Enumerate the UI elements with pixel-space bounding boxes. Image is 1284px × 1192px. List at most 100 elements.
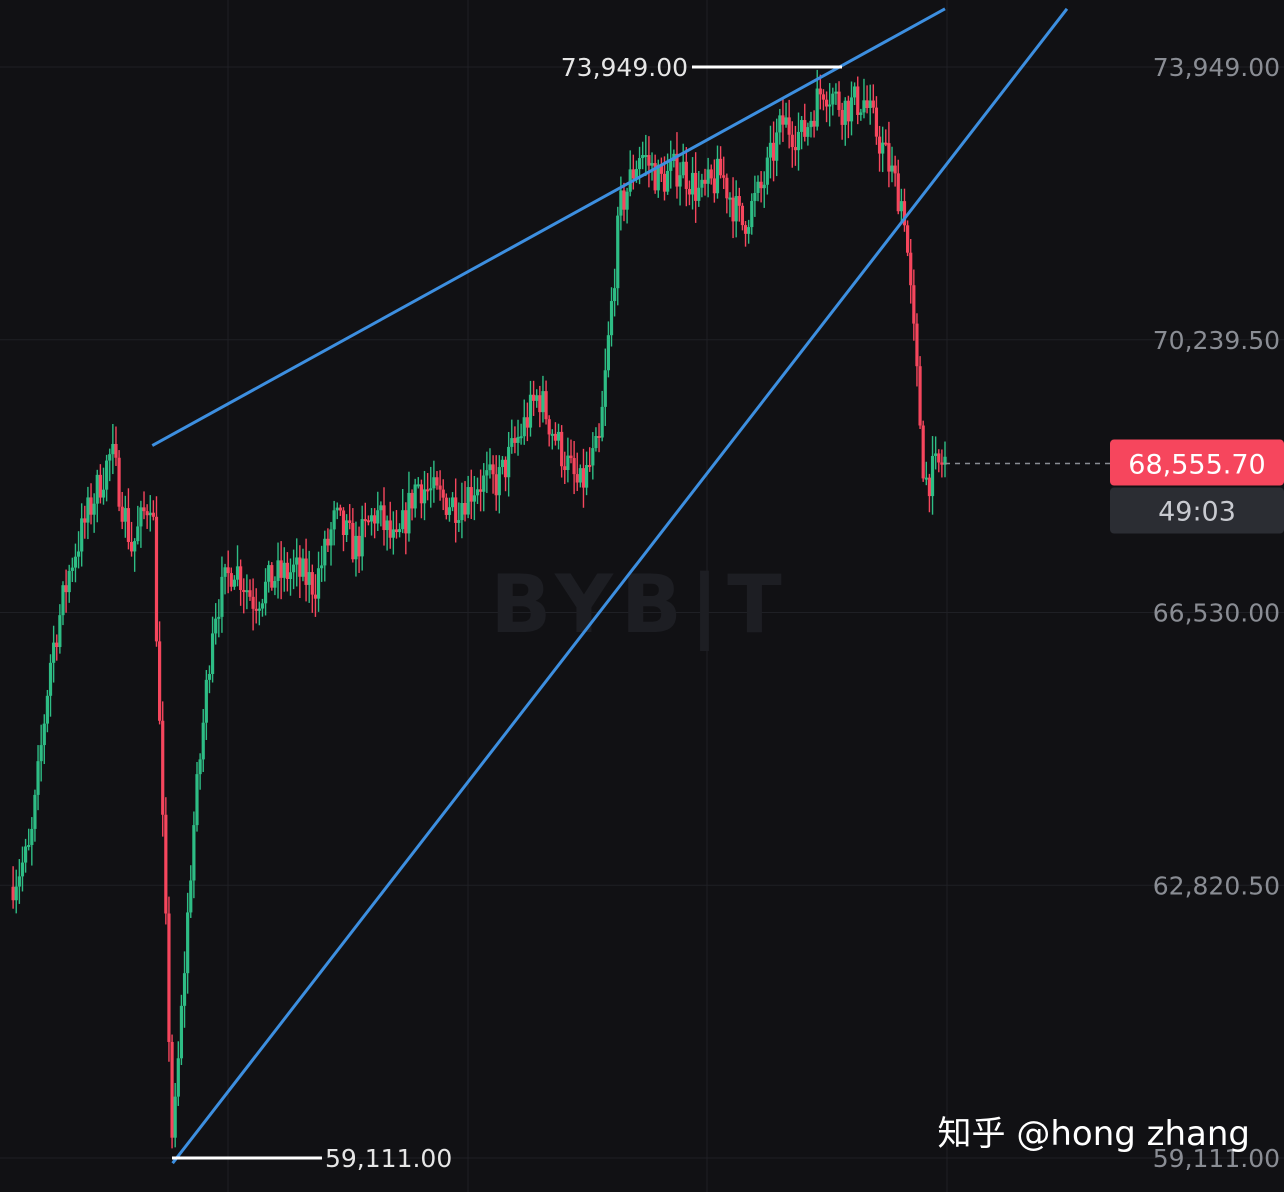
candle [105,454,109,502]
candle-body [940,462,944,465]
candle-body [600,406,604,438]
candle-body [684,161,688,189]
candle-body [631,169,635,179]
candle [432,460,436,503]
candle [139,500,143,548]
candle-body [700,179,704,188]
candle [329,522,333,566]
candle-body [145,511,149,516]
candle [906,220,910,257]
candle-body [435,477,439,486]
candle [874,96,879,145]
candle-body [251,596,255,609]
candle-body [538,395,542,413]
candle [834,83,838,105]
candle-body [142,507,146,512]
candle-body [267,565,271,582]
current-price-indicator: 68,555.70 49:03 [945,439,1284,534]
candle [335,502,339,520]
candle [600,390,604,442]
candle [737,187,741,222]
candle [192,811,196,899]
candle-body [89,497,93,515]
candle [921,420,925,482]
candle [775,118,779,177]
candle [871,84,875,114]
candle-body [61,585,65,616]
candle [204,670,208,740]
candle [388,501,392,549]
candle [694,152,698,223]
wedge-line-lower [171,7,1069,1165]
candle [793,125,797,166]
price-annotations: 73,949.00 59,111.00 [172,53,842,1173]
candle-body [360,519,364,557]
candle [475,477,480,504]
candle-body [335,507,339,511]
candle-body [569,455,573,459]
candle-body [114,443,118,458]
candle [497,455,501,514]
candle-body [865,100,869,108]
candle-body [519,436,523,439]
candle [893,155,897,187]
candle-body [167,913,171,1042]
candle-body [500,459,505,468]
candle-body [413,484,417,509]
candle [924,461,928,486]
candle-body [441,489,445,498]
candle [669,140,673,189]
candle [164,797,168,925]
candle-body [528,394,533,428]
candle [70,557,74,582]
candle-body [285,562,289,579]
candle-body [394,529,399,533]
candle-body [584,464,589,488]
candle-body [345,520,349,536]
candle [338,504,342,516]
candle-body [659,164,663,174]
candle [538,385,542,428]
candle [507,431,511,497]
candle-body [881,142,885,154]
candle [940,449,944,478]
candle-body [226,567,230,574]
candle [39,724,43,782]
candle [239,559,243,606]
candle-body [376,510,380,524]
candle-body [176,1058,180,1097]
candle [55,634,59,661]
candle-body [532,394,536,401]
candle [588,447,592,472]
candle [728,192,732,218]
candle-body [92,503,96,515]
candle [444,493,448,520]
candle [223,563,227,595]
candle [756,175,760,202]
candle [441,479,445,511]
candle [544,380,548,425]
candle [245,574,249,610]
candle-body [385,520,389,531]
candle [740,202,745,231]
candle [843,97,847,146]
candle [887,121,891,188]
candle-body [837,91,841,110]
candle [522,399,526,445]
candle [426,473,430,501]
candle-body [397,529,402,533]
candle-body [656,164,660,191]
candle [868,84,872,125]
candle [806,122,810,146]
candle-body [703,179,707,184]
candle-body [276,560,280,582]
candle-body [223,567,227,577]
candle-body [616,215,620,289]
candle [248,579,252,601]
candle-body [759,181,763,189]
candle-body [27,844,31,847]
candle [821,89,826,111]
candle-body [503,459,508,478]
candle [438,470,442,501]
candle-body [675,153,679,187]
